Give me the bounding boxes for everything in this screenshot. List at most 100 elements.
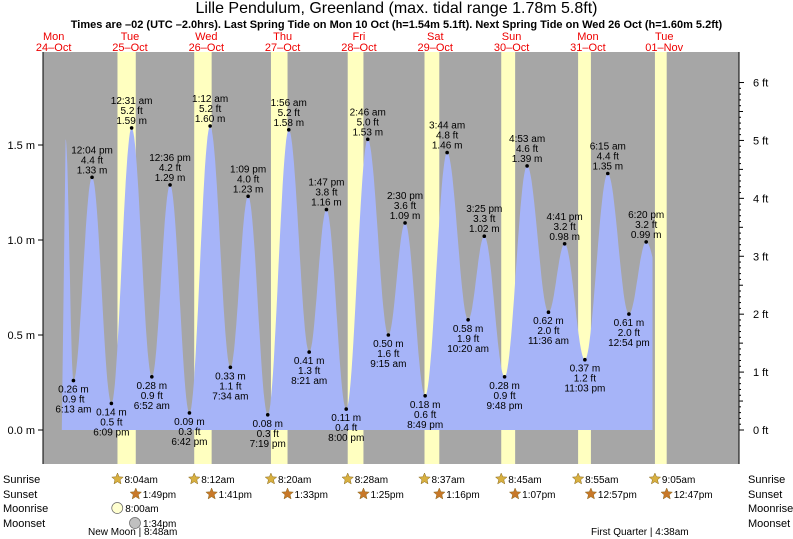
tide-label: 5.2 ft: [199, 104, 221, 115]
moonset-time: 1:34pm: [143, 519, 176, 530]
tide-label: 3:25 pm: [466, 204, 502, 215]
tide-label: 0.08 m: [252, 419, 283, 430]
right-tick-label: 2 ft: [753, 309, 768, 321]
tide-label: 6:09 pm: [93, 427, 129, 438]
right-tick-label: 1 ft: [753, 367, 768, 379]
tide-point: [150, 375, 154, 379]
row-label-left: Sunrise: [3, 474, 40, 486]
tide-label: 0.37 m: [570, 364, 601, 375]
tide-label: 0.98 m: [549, 232, 580, 243]
day-of-week: Fri: [353, 31, 366, 43]
sunset-icon: [432, 487, 446, 500]
tide-label: 2.0 ft: [537, 326, 559, 337]
tide-label: 1:12 am: [192, 94, 228, 105]
tide-label: 0.6 ft: [414, 410, 436, 421]
tide-label: 0.61 m: [614, 318, 645, 329]
tide-label: 0.18 m: [410, 400, 441, 411]
moonrise-icon: [111, 502, 124, 514]
tide-label: 5.0 ft: [357, 117, 379, 128]
date-label: 25–Oct: [112, 42, 147, 54]
tide-point: [525, 164, 529, 168]
tide-label: 7:34 am: [212, 391, 248, 402]
tide-label: 1.3 ft: [298, 366, 320, 377]
sunset-icon: [357, 487, 370, 500]
sunset-icon: [660, 487, 674, 500]
sunset-time: 1:33pm: [295, 490, 328, 501]
tide-label: 1:09 pm: [230, 164, 266, 175]
tide-label: 0.9 ft: [141, 391, 163, 402]
right-tick-label: 4 ft: [753, 193, 768, 205]
tide-label: 6:15 am: [590, 142, 626, 153]
date-label: 31–Oct: [570, 42, 605, 54]
sunset-time: 12:57pm: [598, 490, 637, 501]
tide-label: 1.33 m: [77, 165, 108, 176]
tide-point: [386, 333, 391, 337]
tide-label: 12:36 pm: [149, 153, 191, 164]
tide-label: 6:20 pm: [628, 210, 664, 221]
sunset-icon: [508, 487, 522, 500]
tide-label: 1.60 m: [195, 114, 226, 125]
moonset-icon: [129, 517, 141, 529]
tide-label: 3.2 ft: [635, 220, 657, 231]
tide-label: 6:52 am: [134, 401, 170, 412]
daylight-band: [654, 52, 667, 464]
tide-label: 7:19 pm: [250, 439, 286, 450]
tide-label: 4.6 ft: [516, 144, 538, 155]
tide-point: [129, 126, 134, 130]
tide-label: 1.35 m: [592, 162, 623, 173]
chart-title: Lille Pendulum, Greenland (max. tidal ra…: [195, 0, 598, 17]
tide-area: [61, 126, 653, 430]
tide-label: 3.2 ft: [553, 222, 575, 233]
tide-label: 1.09 m: [390, 211, 421, 222]
astro-rows: Sunrise Sunrise Sunset Sunset Moonrise Moonri…: [3, 472, 793, 538]
left-tick-label: 0.5 m: [7, 330, 35, 342]
sunset-time: 1:49pm: [143, 490, 176, 501]
tide-label: 0.99 m: [631, 230, 662, 241]
date-label: 26–Oct: [189, 42, 224, 54]
date-label: 30–Oct: [494, 42, 529, 54]
sunrise-icon: [571, 472, 585, 485]
sunrise-time: 8:28am: [355, 475, 388, 486]
tide-label: 1:56 am: [271, 98, 307, 109]
tide-point: [265, 413, 270, 417]
sunrise-icon: [264, 472, 278, 485]
tide-label: 0.41 m: [294, 356, 325, 367]
tide-point: [208, 124, 212, 128]
sunset-icon: [281, 487, 294, 500]
tide-label: 1:47 pm: [308, 178, 344, 189]
tide-label: 11:36 am: [528, 336, 569, 347]
sunrise-icon: [494, 472, 508, 485]
tide-label: 12:31 am: [111, 96, 153, 107]
day-of-week: Wed: [195, 31, 217, 43]
tide-point: [423, 394, 427, 398]
sunrise-icon: [341, 472, 355, 485]
moon-phase-new: New Moon | 8:48am: [88, 527, 177, 538]
tide-point: [445, 150, 449, 155]
tide-point: [482, 234, 487, 238]
left-tick-label: 1.5 m: [7, 140, 35, 152]
tide-label: 9:48 pm: [487, 401, 523, 412]
tide-label: 1.2 ft: [574, 374, 596, 385]
tide-label: 0.62 m: [533, 316, 564, 327]
row-label-right: Moonset: [748, 518, 790, 530]
tide-label: 1.39 m: [512, 154, 543, 165]
sunrise-time: 8:55am: [585, 475, 618, 486]
sunrise-icon: [418, 472, 431, 485]
date-label: 29–Oct: [418, 42, 453, 54]
tide-label: 0.5 ft: [100, 417, 122, 428]
tide-point: [365, 137, 370, 142]
tide-label: 2:30 pm: [387, 191, 423, 202]
tide-label: 1.9 ft: [457, 334, 479, 345]
tide-label: 0.14 m: [96, 407, 127, 418]
chart-subtitle: Times are –02 (UTC –2.0hrs). Last Spring…: [70, 19, 723, 31]
sunrise-time: 8:20am: [278, 475, 311, 486]
sunset-time: 1:25pm: [370, 490, 403, 501]
tide-label: 11:03 pm: [564, 384, 605, 395]
tide-label: 1.46 m: [432, 141, 463, 152]
tide-point: [562, 242, 567, 246]
sunrise-time: 9:05am: [662, 475, 695, 486]
tide-point: [71, 378, 76, 383]
tide-label: 1.16 m: [311, 198, 342, 209]
